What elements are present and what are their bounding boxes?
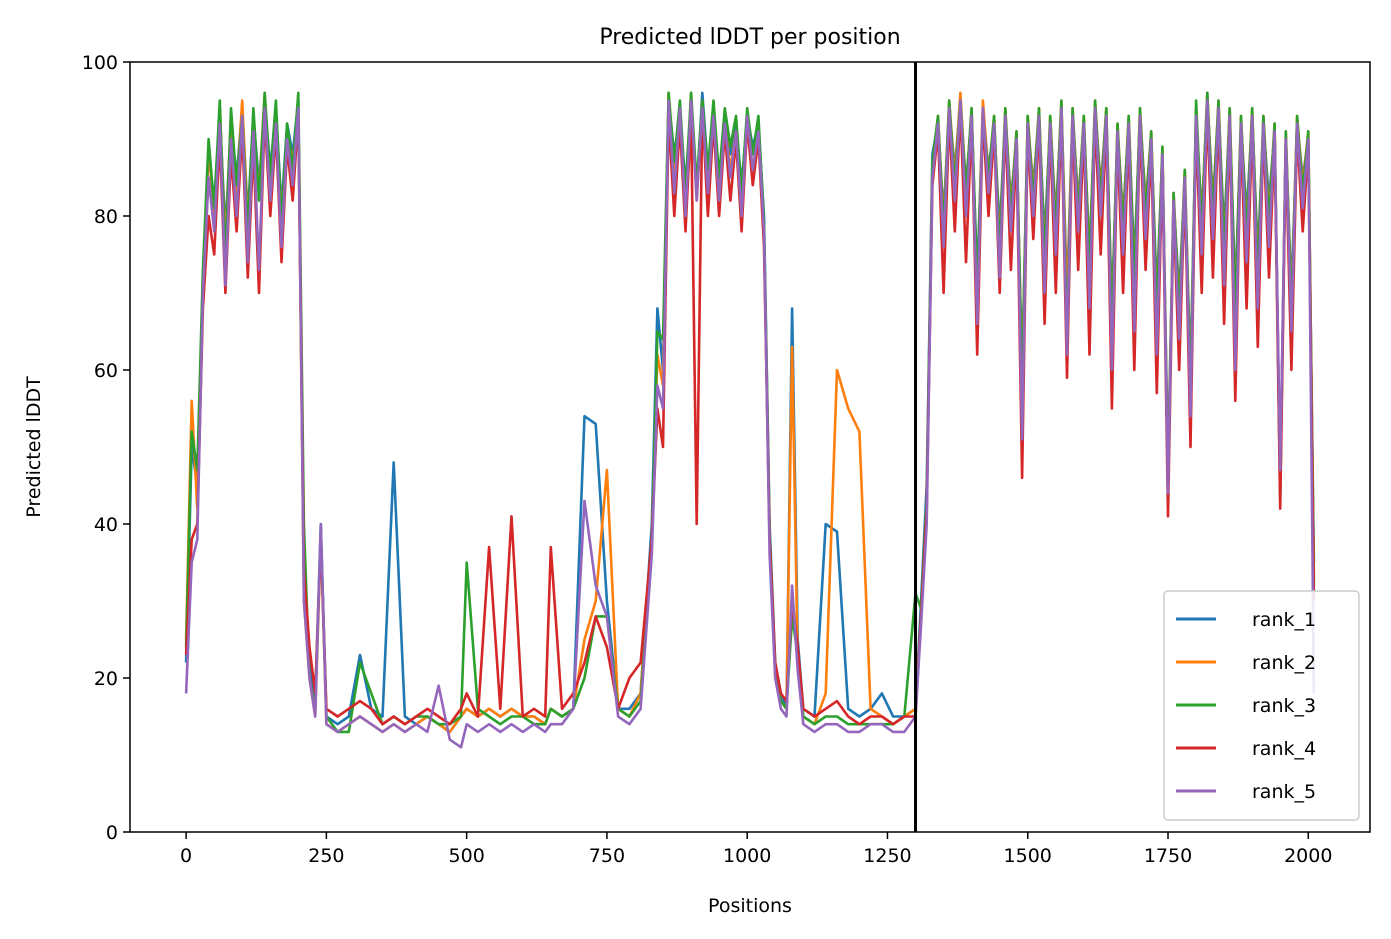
x-tick-label: 1750 (1144, 845, 1192, 867)
series-layer (184, 91, 1316, 749)
x-tick-label: 500 (449, 845, 485, 867)
x-axis: 0 250 500 750 1000 1250 1500 1750 2000 (180, 832, 1332, 867)
x-tick-label: 250 (308, 845, 344, 867)
y-tick-label: 100 (82, 52, 118, 74)
legend-label-rank_4: rank_4 (1252, 738, 1316, 760)
x-tick-label: 1500 (1004, 845, 1052, 867)
series-line-rank_3 (184, 91, 1316, 734)
y-tick-label: 0 (106, 822, 118, 844)
series-line-rank_5 (184, 99, 1316, 749)
legend-label-rank_5: rank_5 (1252, 781, 1316, 803)
legend-label-rank_2: rank_2 (1252, 652, 1316, 674)
legend-label-rank_3: rank_3 (1252, 695, 1316, 717)
x-tick-label: 1250 (863, 845, 911, 867)
legend-box (1163, 590, 1360, 821)
legend: rank_1 rank_2 rank_3 rank_4 rank_5 (1163, 590, 1360, 821)
y-tick-label: 60 (94, 360, 118, 382)
legend-label-rank_1: rank_1 (1252, 609, 1316, 631)
plot-frame (129, 61, 1371, 833)
chart-title: Predicted lDDT per position (599, 25, 900, 50)
x-tick-label: 1000 (723, 845, 771, 867)
x-tick-label: 2000 (1284, 845, 1332, 867)
y-tick-label: 40 (94, 514, 118, 536)
y-axis-label: Predicted lDDT (23, 376, 45, 518)
y-tick-label: 20 (94, 668, 118, 690)
y-axis: 0 20 40 60 80 100 (82, 52, 130, 844)
x-tick-label: 0 (180, 845, 192, 867)
y-tick-label: 80 (94, 206, 118, 228)
x-tick-label: 750 (589, 845, 625, 867)
x-axis-label: Positions (708, 895, 792, 917)
